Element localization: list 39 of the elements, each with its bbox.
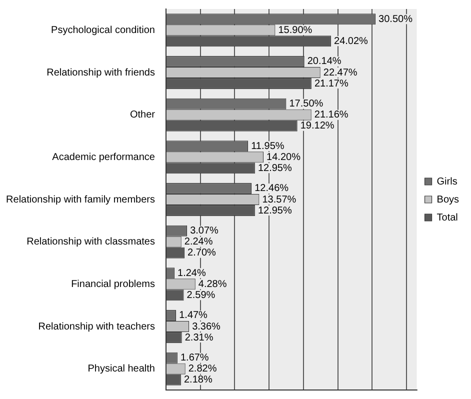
data-label: 17.50% [289, 98, 324, 110]
data-label: 12.95% [258, 162, 292, 174]
data-label: 20.14% [307, 56, 342, 68]
data-label: 1.24% [178, 268, 206, 279]
data-label: 21.16% [314, 110, 348, 121]
y-tick-label: Relationship with family members [6, 194, 155, 206]
data-label: 3.07% [190, 226, 219, 237]
data-label: 13.57% [262, 194, 296, 206]
data-label: 30.50% [378, 14, 413, 25]
data-label: 2.18% [184, 374, 212, 386]
data-label: 22.47% [323, 67, 358, 78]
y-tick-label: Academic performance [52, 152, 156, 163]
data-label: 12.95% [258, 205, 292, 216]
data-label: 1.67% [180, 352, 209, 364]
data-label: 15.90% [278, 24, 312, 36]
data-label: 3.36% [192, 321, 221, 332]
data-label: 19.12% [300, 120, 334, 132]
data-label: 14.20% [266, 152, 301, 163]
data-label: 2.59% [186, 290, 216, 301]
data-label: 4.28% [198, 278, 227, 290]
y-tick-label: Other [130, 110, 156, 121]
y-tick-label: Relationship with friends [46, 67, 155, 78]
legend-label: Girls [436, 176, 458, 188]
data-label: 24.02% [334, 36, 368, 47]
data-label: 2.31% [184, 332, 214, 344]
y-tick-label: Physical health [88, 364, 155, 375]
legend-label: Boys [436, 194, 460, 206]
y-tick-label: Relationship with teachers [38, 321, 155, 332]
y-tick-label: Financial problems [71, 278, 155, 290]
data-label: 12.46% [254, 183, 289, 194]
legend-label: Total [436, 212, 458, 224]
data-label: 1.47% [179, 310, 208, 322]
y-tick-label: Relationship with classmates [26, 236, 155, 248]
data-label: 2.82% [188, 364, 217, 375]
data-label: 2.24% [184, 236, 213, 248]
data-label: 11.95% [251, 140, 284, 152]
data-label: 2.70% [188, 248, 216, 259]
data-label: 21.17% [314, 78, 348, 90]
y-tick-label: Psychological condition [51, 24, 155, 36]
